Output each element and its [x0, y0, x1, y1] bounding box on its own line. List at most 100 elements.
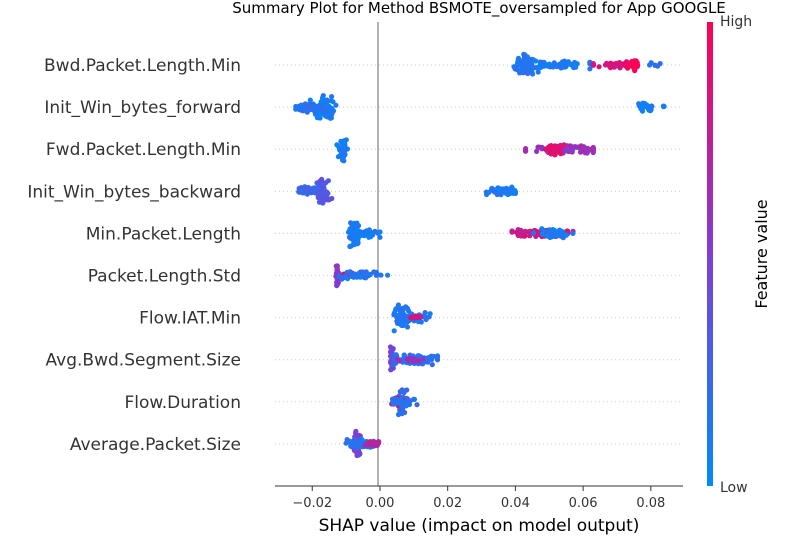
data-point — [660, 103, 667, 109]
data-point — [570, 230, 576, 236]
data-point — [329, 111, 335, 117]
data-point — [392, 307, 399, 313]
data-point — [587, 66, 593, 72]
data-point — [307, 97, 313, 103]
data-point — [293, 106, 299, 112]
data-point — [429, 362, 435, 368]
data-point — [415, 318, 421, 325]
data-point — [357, 451, 363, 457]
data-point — [298, 102, 304, 109]
data-point — [415, 358, 421, 364]
data-point — [596, 64, 602, 70]
data-point — [374, 270, 380, 276]
data-point — [312, 108, 318, 114]
data-point — [314, 190, 320, 197]
data-points — [293, 51, 667, 459]
data-point — [345, 276, 351, 282]
data-point — [584, 149, 590, 155]
data-point — [526, 229, 532, 235]
data-point — [414, 402, 420, 408]
data-point — [397, 389, 403, 395]
data-point — [533, 58, 539, 64]
data-point — [399, 398, 405, 404]
data-point — [498, 191, 504, 197]
data-point — [366, 227, 372, 233]
feature-label: Flow.IAT.Min — [139, 309, 241, 329]
data-point — [509, 228, 515, 234]
data-point — [310, 188, 317, 194]
data-point — [572, 144, 578, 150]
data-point — [652, 62, 658, 68]
data-point — [378, 272, 384, 278]
x-tick-label: 0.04 — [501, 496, 530, 511]
data-point — [355, 228, 361, 234]
data-point — [328, 115, 334, 121]
data-point — [324, 194, 330, 200]
feature-points — [345, 220, 576, 250]
data-point — [646, 106, 652, 113]
feature-label: Flow.Duration — [125, 393, 242, 413]
feature-label: Fwd.Packet.Length.Min — [46, 140, 241, 160]
x-tick-label: 0.08 — [636, 496, 665, 511]
data-point — [335, 154, 341, 160]
data-point — [336, 273, 342, 280]
data-point — [626, 63, 632, 69]
data-point — [326, 104, 332, 110]
x-tick-label: 0.06 — [569, 496, 598, 511]
data-point — [334, 281, 340, 287]
data-point — [411, 359, 417, 365]
data-point — [515, 230, 521, 237]
data-point — [431, 353, 437, 359]
data-point — [403, 403, 409, 409]
data-point — [333, 102, 339, 108]
data-point — [369, 440, 375, 446]
data-point — [589, 146, 595, 152]
data-point — [536, 144, 542, 150]
data-point — [555, 63, 562, 69]
data-point — [657, 61, 663, 67]
data-point — [353, 439, 359, 445]
data-point — [434, 357, 441, 363]
feature-points — [387, 344, 441, 373]
data-point — [496, 186, 502, 192]
data-point — [304, 102, 310, 108]
data-point — [317, 115, 323, 121]
feature-points — [334, 137, 596, 164]
data-point — [647, 62, 653, 68]
data-point — [590, 61, 596, 67]
data-point — [387, 344, 394, 350]
data-point — [398, 306, 404, 312]
data-point — [581, 144, 587, 150]
data-point — [557, 231, 564, 237]
colorbar-title: Feature value — [752, 199, 771, 308]
data-point — [320, 186, 326, 192]
data-point — [344, 269, 350, 275]
data-point — [329, 94, 335, 100]
data-point — [399, 411, 405, 417]
feature-points — [391, 302, 433, 334]
data-point — [619, 61, 625, 67]
data-point — [372, 228, 378, 234]
data-point — [523, 147, 529, 153]
data-point — [518, 69, 524, 76]
data-point — [362, 270, 368, 276]
feature-points — [343, 428, 382, 459]
feature-label: Average.Packet.Size — [70, 435, 241, 455]
data-point — [565, 59, 572, 65]
data-point — [388, 367, 394, 373]
data-point — [321, 181, 327, 187]
colorbar-low-label: Low — [720, 480, 748, 496]
data-point — [590, 149, 596, 156]
data-point — [541, 228, 547, 234]
data-point — [607, 65, 614, 71]
feature-label: Bwd.Packet.Length.Min — [44, 56, 241, 76]
data-point — [548, 233, 554, 239]
data-point — [318, 99, 324, 105]
data-point — [547, 227, 553, 234]
data-point — [569, 148, 575, 154]
feature-points — [296, 176, 519, 206]
data-point — [561, 142, 567, 148]
data-point — [560, 60, 567, 67]
data-point — [427, 311, 433, 317]
